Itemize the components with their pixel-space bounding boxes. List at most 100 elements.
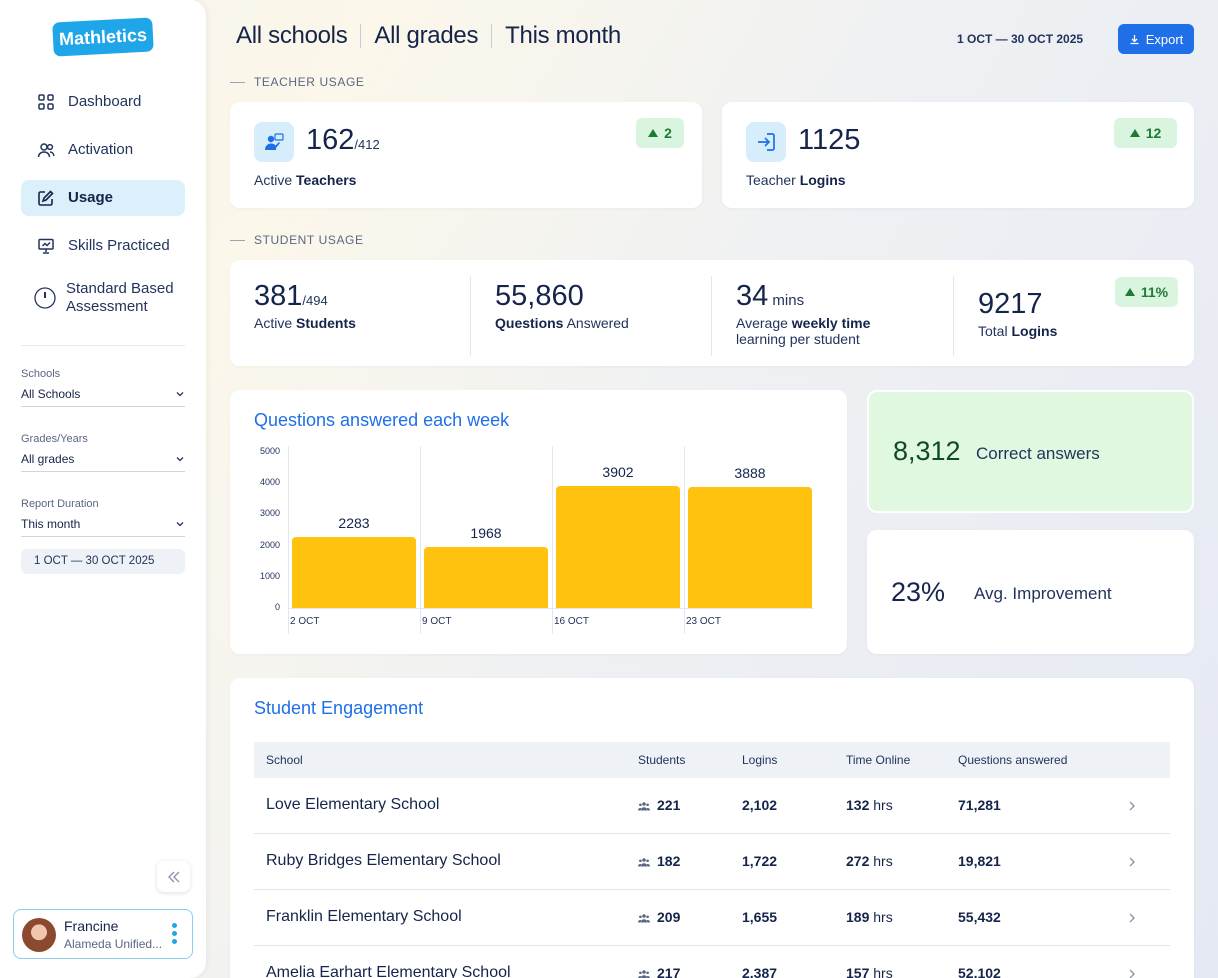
logins-count: 1,722 bbox=[742, 853, 778, 869]
duration-filter: Report Duration This month bbox=[21, 498, 185, 537]
weekly-time-label: Average weekly time learning per student bbox=[736, 315, 870, 347]
sidebar-item-skills-practiced[interactable]: Skills Practiced bbox=[21, 228, 185, 264]
bar-data-label: 2283 bbox=[338, 514, 370, 531]
students-icon bbox=[638, 914, 650, 923]
chevron-right-icon bbox=[1129, 913, 1135, 923]
x-tick-label: 16 OCT bbox=[554, 616, 590, 627]
student-engagement-card: Student Engagement School Students Login… bbox=[230, 678, 1194, 978]
student-usage-label: STUDENT USAGE bbox=[230, 233, 364, 247]
bar-16-oct[interactable] bbox=[556, 486, 680, 608]
label-bold: Teachers bbox=[296, 172, 357, 188]
kebab-menu-icon[interactable] bbox=[170, 923, 178, 947]
x-tick-label: 2 OCT bbox=[290, 616, 320, 627]
sidebar-item-standard-based-assessment[interactable]: Standard Based Assessment bbox=[21, 276, 185, 320]
x-tick-label: 23 OCT bbox=[686, 616, 722, 627]
user-org: Alameda Unified... bbox=[64, 937, 163, 951]
crumb-period[interactable]: This month bbox=[505, 22, 621, 49]
crumb-divider bbox=[360, 24, 362, 48]
teacher-logins-label: Teacher Logins bbox=[746, 172, 846, 188]
correct-answers-card: 8,312 Correct answers bbox=[867, 390, 1194, 513]
weekly-time-stat: 34 mins Average weekly time learning per … bbox=[736, 276, 870, 356]
time-value: 272 bbox=[846, 853, 870, 869]
time-online: 157 hrs bbox=[846, 965, 893, 978]
sidebar-item-label: Skills Practiced bbox=[68, 237, 170, 254]
arrow-up-icon bbox=[1129, 129, 1140, 137]
students-value: 209 bbox=[657, 909, 681, 925]
column-header-questions[interactable]: Questions answered bbox=[958, 753, 1068, 767]
active-teachers-badge: 2 bbox=[636, 118, 684, 148]
stat-divider bbox=[953, 276, 954, 356]
collapse-sidebar-button[interactable] bbox=[157, 861, 190, 892]
weekly-time-unit: mins bbox=[768, 292, 805, 309]
sidebar-item-activation[interactable]: Activation bbox=[21, 132, 185, 168]
double-chevron-left-icon bbox=[167, 871, 179, 882]
sidebar-item-dashboard[interactable]: Dashboard bbox=[21, 84, 185, 120]
bar-9-oct[interactable] bbox=[424, 546, 548, 608]
schools-select[interactable]: All Schools bbox=[21, 387, 185, 407]
questions-count: 52,102 bbox=[958, 965, 1001, 978]
table-row[interactable]: Amelia Earhart Elementary School 217 2,387… bbox=[254, 946, 1170, 978]
column-header-logins[interactable]: Logins bbox=[742, 753, 778, 767]
students-icon bbox=[638, 858, 650, 867]
school-name[interactable]: Love Elementary School bbox=[266, 796, 440, 813]
table-row[interactable]: Love Elementary School 221 2,102 132 hrs 71,… bbox=[254, 778, 1170, 834]
grid-icon bbox=[38, 94, 54, 110]
sidebar-item-label: Standard Based Assessment bbox=[66, 280, 174, 315]
chevron-down-icon bbox=[176, 457, 184, 462]
crumb-grades[interactable]: All grades bbox=[374, 22, 479, 49]
user-card[interactable]: Francine Alameda Unified... bbox=[13, 909, 193, 959]
students-count: 221 bbox=[638, 797, 680, 813]
active-students-label: Active Students bbox=[254, 315, 356, 331]
grades-select[interactable]: All grades bbox=[21, 452, 185, 472]
correct-answers-label: Correct answers bbox=[976, 444, 1100, 463]
grid-line bbox=[420, 446, 421, 634]
column-header-school[interactable]: School bbox=[266, 753, 303, 767]
time-value: 157 bbox=[846, 965, 870, 978]
duration-select[interactable]: This month bbox=[21, 517, 185, 537]
school-name[interactable]: Franklin Elementary School bbox=[266, 908, 462, 925]
stat-divider bbox=[470, 276, 471, 356]
row-open-button[interactable] bbox=[1128, 911, 1136, 929]
table-row[interactable]: Ruby Bridges Elementary School 182 1,722 27… bbox=[254, 834, 1170, 890]
row-open-button[interactable] bbox=[1128, 799, 1136, 817]
school-name[interactable]: Ruby Bridges Elementary School bbox=[266, 852, 501, 869]
export-label: Export bbox=[1145, 31, 1184, 47]
y-tick-label: 4000 bbox=[259, 477, 280, 488]
logins-count: 2,387 bbox=[742, 965, 778, 978]
row-open-button[interactable] bbox=[1128, 855, 1136, 873]
label-suffix: Answered bbox=[563, 315, 629, 331]
date-range-chip[interactable]: 1 OCT — 30 OCT 2025 bbox=[21, 549, 185, 574]
teacher-icon bbox=[265, 133, 284, 150]
crumb-schools[interactable]: All schools bbox=[236, 22, 348, 49]
column-header-time-online[interactable]: Time Online bbox=[846, 753, 911, 767]
table-row[interactable]: Franklin Elementary School 209 1,655 189 hr… bbox=[254, 890, 1170, 946]
users-icon bbox=[37, 143, 55, 158]
label-prefix: Total bbox=[978, 323, 1012, 339]
bar-2-oct[interactable] bbox=[292, 536, 416, 608]
row-open-button[interactable] bbox=[1128, 967, 1136, 978]
school-name[interactable]: Amelia Earhart Elementary School bbox=[266, 964, 511, 978]
time-online: 272 hrs bbox=[846, 853, 893, 869]
student-logins-badge: 11% bbox=[1115, 277, 1178, 307]
presentation-icon bbox=[38, 238, 54, 254]
correct-answers-value: 8,312 bbox=[893, 436, 961, 466]
sidebar-item-usage[interactable]: Usage bbox=[21, 180, 185, 216]
schools-filter: Schools All Schools bbox=[21, 368, 185, 407]
column-header-students[interactable]: Students bbox=[638, 753, 686, 767]
questions-count: 55,432 bbox=[958, 909, 1001, 925]
weekly-time-value: 34 bbox=[736, 280, 769, 312]
x-axis-line bbox=[288, 608, 814, 609]
select-value: All grades bbox=[21, 452, 75, 466]
bar-23-oct[interactable] bbox=[688, 486, 812, 608]
logins-count: 2,102 bbox=[742, 797, 778, 813]
label-bold: Questions bbox=[495, 315, 564, 331]
filter-label: Report Duration bbox=[21, 498, 99, 510]
export-button[interactable]: Export bbox=[1118, 24, 1194, 54]
teacher-logins-card: 1125 Teacher Logins 12 bbox=[722, 102, 1194, 208]
label-bold: weekly time bbox=[791, 315, 871, 331]
mathletics-logo[interactable]: Mathletics bbox=[52, 17, 154, 57]
chevron-right-icon bbox=[1129, 801, 1135, 811]
time-online: 132 hrs bbox=[846, 797, 893, 813]
download-icon bbox=[1130, 34, 1139, 44]
arrow-up-icon bbox=[1124, 288, 1135, 296]
